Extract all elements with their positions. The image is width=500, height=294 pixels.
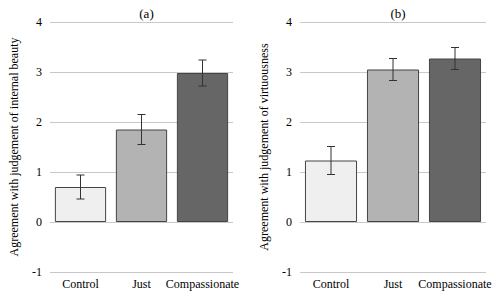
svg-text:1: 1 (36, 165, 42, 179)
svg-text:Control: Control (62, 277, 99, 291)
svg-text:Agreement with judgement of in: Agreement with judgement of internal bea… (7, 38, 21, 257)
svg-text:4: 4 (36, 15, 42, 29)
svg-text:0: 0 (36, 215, 42, 229)
svg-text:Control: Control (313, 277, 350, 291)
svg-text:Just: Just (132, 277, 151, 291)
svg-text:-1: -1 (32, 265, 42, 279)
svg-text:3: 3 (36, 65, 42, 79)
svg-text:1: 1 (286, 165, 292, 179)
svg-text:4: 4 (286, 15, 292, 29)
svg-text:-1: -1 (282, 265, 292, 279)
svg-text:Just: Just (384, 277, 403, 291)
svg-text:3: 3 (286, 65, 292, 79)
svg-text:2: 2 (286, 115, 292, 129)
svg-text:(a): (a) (139, 6, 153, 21)
svg-text:(b): (b) (390, 6, 405, 21)
svg-text:0: 0 (286, 215, 292, 229)
svg-text:Compassionate: Compassionate (418, 277, 491, 291)
svg-text:2: 2 (36, 115, 42, 129)
svg-text:Agreement with judgement of vi: Agreement with judgement of virtuousness (257, 43, 271, 251)
svg-text:Compassionate: Compassionate (166, 277, 239, 291)
